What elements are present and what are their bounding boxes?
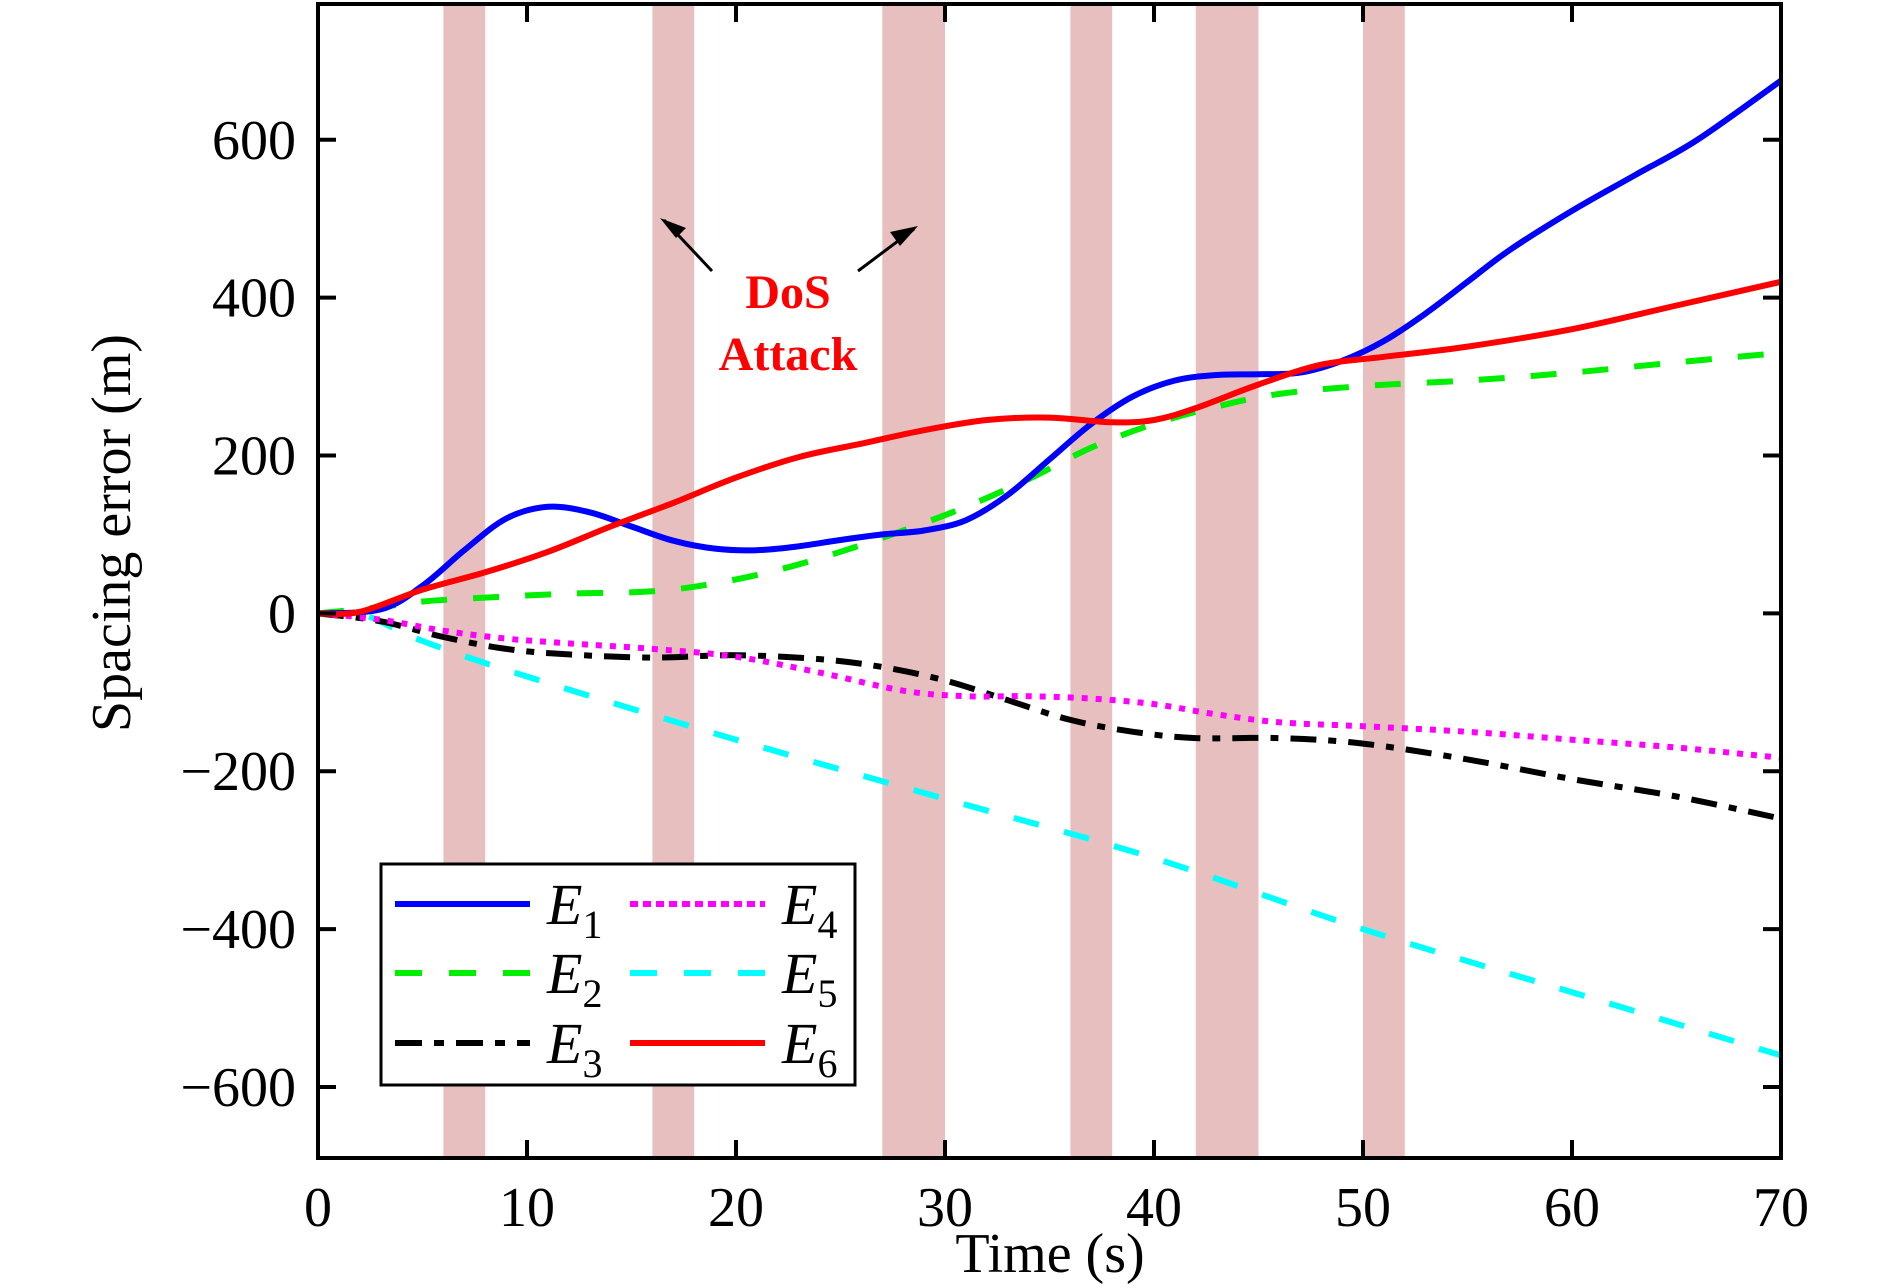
x-tick-label: 30	[917, 1177, 973, 1239]
x-axis-title: Time (s)	[955, 1223, 1144, 1285]
dos-attack-bands	[443, 4, 1405, 1158]
dos-band-6	[1363, 4, 1405, 1158]
series-line-E2	[317, 349, 1782, 617]
x-tick-label: 10	[499, 1177, 555, 1239]
series-line-E1	[317, 78, 1783, 617]
x-tick-label: 60	[1544, 1177, 1600, 1239]
y-tick-label: −400	[180, 899, 296, 961]
annotation-line1: DoS	[745, 266, 830, 319]
series-line-E6	[317, 278, 1782, 617]
y-tick-label: 0	[268, 583, 296, 645]
legend-label-E6: E6	[781, 1011, 837, 1086]
legend-label-E2: E2	[546, 941, 602, 1016]
x-tick-label: 0	[304, 1177, 332, 1239]
legend-label-E4: E4	[781, 872, 837, 947]
x-axis: 0 10 20 30 40 50 60 70	[304, 4, 1809, 1239]
y-axis-title: Spacing error (m)	[81, 334, 143, 732]
annotation-line2: Attack	[719, 328, 858, 381]
y-tick-label: 600	[212, 110, 296, 172]
y-tick-label: −200	[180, 741, 296, 803]
dos-band-4	[1070, 4, 1113, 1158]
legend-label-E5: E5	[781, 941, 837, 1016]
dos-band-5	[1195, 4, 1259, 1158]
x-tick-label: 70	[1753, 1177, 1809, 1239]
series-line-E5	[317, 608, 1782, 1059]
dos-annotation: DoS Attack	[660, 218, 918, 381]
legend-label-E1: E1	[546, 872, 602, 947]
x-tick-label: 40	[1126, 1177, 1182, 1239]
arrowhead-right	[890, 226, 918, 246]
x-tick-label: 20	[708, 1177, 764, 1239]
y-tick-label: 200	[212, 425, 296, 487]
y-axis: −600 −400 −200 0 200 400 600	[180, 110, 1781, 1119]
legend-label-E3: E3	[546, 1011, 602, 1086]
arrowhead-left	[660, 218, 686, 238]
series-line-E4	[317, 610, 1782, 761]
y-tick-label: 400	[212, 268, 296, 330]
series-lines	[317, 78, 1783, 1059]
series-line-E3	[317, 610, 1782, 822]
y-tick-label: −600	[180, 1057, 296, 1119]
x-tick-label: 50	[1335, 1177, 1391, 1239]
dos-band-3	[882, 4, 945, 1158]
plot-frame	[316, 2, 1783, 1160]
